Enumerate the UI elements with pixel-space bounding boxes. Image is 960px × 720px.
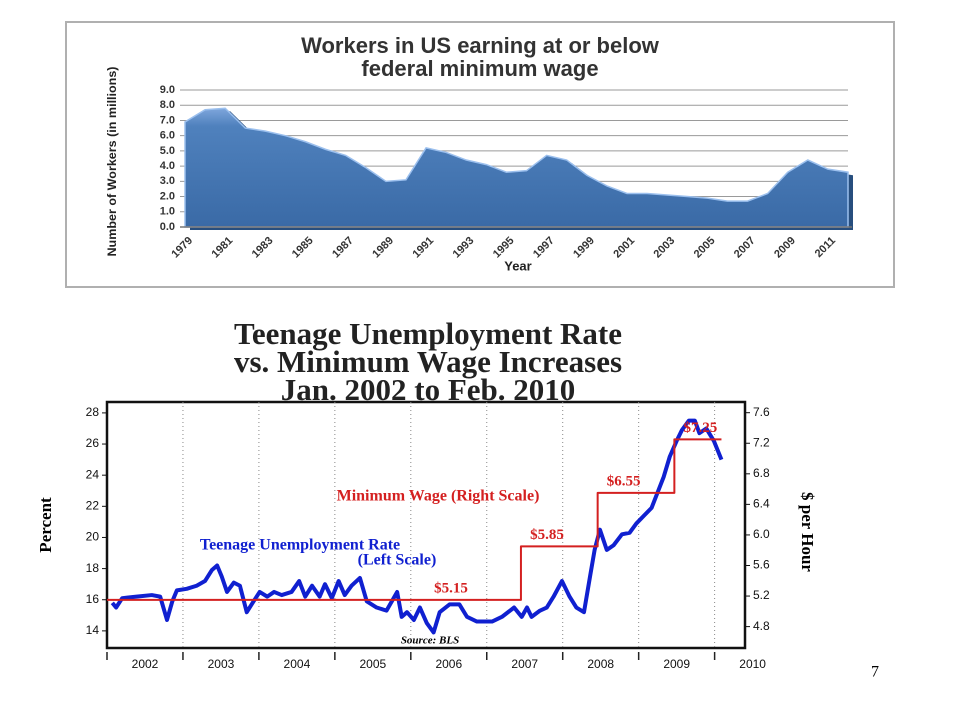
- y-tick-label: 16: [86, 592, 100, 606]
- y2-tick-label: 7.2: [753, 435, 770, 449]
- y2-tick-label: 4.8: [753, 619, 770, 633]
- y-tick-label: 6.0: [160, 130, 175, 142]
- y-tick-label: 24: [86, 467, 100, 481]
- chart-title: vs. Minimum Wage Increases: [234, 344, 622, 379]
- x-tick-label: 2003: [208, 657, 235, 671]
- y2-tick-label: 7.6: [753, 405, 770, 419]
- y2-tick-label: 6.4: [753, 497, 770, 511]
- y2-tick-label: 6.8: [753, 466, 770, 480]
- data-label: $5.15: [434, 580, 468, 596]
- y-tick-label: 14: [86, 623, 100, 637]
- y2-tick-label: 5.6: [753, 558, 770, 572]
- x-tick-label: 2009: [663, 657, 690, 671]
- y-tick-label: 20: [86, 530, 100, 544]
- y2-tick-label: 5.2: [753, 588, 770, 602]
- y2-tick-label: 6.0: [753, 527, 770, 541]
- chart-title: Jan. 2002 to Feb. 2010: [281, 372, 576, 407]
- y-tick-label: 1.0: [160, 206, 175, 218]
- series-line: [107, 438, 722, 601]
- series-label: Teenage Unemployment Rate: [200, 537, 400, 554]
- y-tick-label: 26: [86, 436, 100, 450]
- y-axis-label: Number of Workers (in millions): [105, 67, 119, 257]
- series-scale-note: (Left Scale): [358, 552, 437, 569]
- y-axis-label: Percent: [36, 497, 55, 553]
- series-label: Minimum Wage (Right Scale): [337, 488, 540, 505]
- x-tick-label: 2004: [284, 657, 311, 671]
- chart-title: federal minimum wage: [361, 56, 598, 81]
- y-tick-label: 28: [86, 405, 100, 419]
- y-tick-label: 18: [86, 561, 100, 575]
- x-tick-label: 2005: [360, 657, 387, 671]
- x-tick-label: 2010: [739, 657, 766, 671]
- y-tick-label: 22: [86, 498, 100, 512]
- data-label: $7.25: [683, 420, 717, 436]
- series-line: [110, 418, 724, 635]
- y-tick-label: 7.0: [160, 114, 175, 126]
- y-tick-label: 3.0: [160, 175, 175, 187]
- y-tick-label: 9.0: [160, 84, 175, 96]
- y2-axis-label: $ per Hour: [798, 492, 817, 572]
- page-number: 7: [871, 664, 879, 681]
- y-tick-label: 4.0: [160, 160, 175, 172]
- x-tick-label: 2007: [511, 657, 538, 671]
- chart-title: Workers in US earning at or below: [301, 33, 660, 58]
- data-label: $6.55: [607, 473, 641, 489]
- source: Source: BLS: [401, 635, 459, 647]
- x-axis-label: Year: [504, 258, 531, 273]
- x-tick-label: 2008: [587, 657, 614, 671]
- x-tick-label: 2002: [132, 657, 159, 671]
- y-tick-label: 2.0: [160, 190, 175, 202]
- x-tick-label: 2006: [435, 657, 462, 671]
- area: [184, 107, 849, 228]
- y-tick-label: 0.0: [160, 221, 175, 233]
- plot-frame: [105, 400, 747, 650]
- chart-title: Teenage Unemployment Rate: [234, 316, 622, 351]
- y-tick-label: 5.0: [160, 145, 175, 157]
- data-label: $5.85: [530, 527, 564, 543]
- y-tick-label: 8.0: [160, 99, 175, 111]
